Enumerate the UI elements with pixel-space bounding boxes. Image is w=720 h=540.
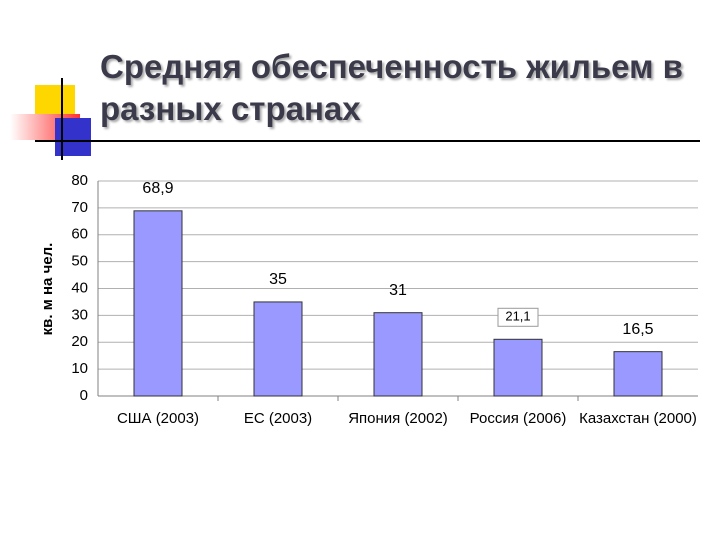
bar	[493, 338, 543, 397]
y-tick-label: 80	[71, 172, 88, 189]
y-tick-label: 50	[71, 253, 88, 270]
bar	[373, 312, 423, 397]
data-label: 21,1	[505, 309, 530, 324]
x-tick-label: Япония (2002)	[348, 410, 448, 427]
x-tick-label: Казахстан (2000)	[579, 410, 697, 427]
bar	[253, 301, 303, 397]
y-tick-label: 0	[80, 387, 88, 404]
data-label: 35	[269, 271, 287, 288]
data-label: 31	[389, 282, 407, 299]
data-label: 68,9	[142, 180, 173, 197]
bar	[613, 351, 663, 397]
x-tick-label: США (2003)	[116, 410, 200, 427]
y-tick-label: 60	[71, 226, 88, 243]
y-tick-label: 10	[71, 360, 88, 377]
y-tick-label: 70	[71, 199, 88, 216]
y-tick-label: 20	[71, 333, 88, 350]
y-tick-label: 30	[71, 306, 88, 323]
y-axis-label: кв. м на чел.	[39, 243, 56, 336]
y-tick-label: 40	[71, 279, 88, 296]
data-label: 16,5	[622, 321, 653, 338]
data-label-box	[497, 307, 539, 327]
deco-blue	[55, 118, 91, 156]
bar	[133, 210, 183, 397]
x-tick-label: ЕС (2003)	[243, 410, 313, 427]
slide-title: Средняя обеспеченность жильем в разных с…	[100, 48, 683, 127]
x-tick-label: Россия (2006)	[469, 410, 567, 427]
